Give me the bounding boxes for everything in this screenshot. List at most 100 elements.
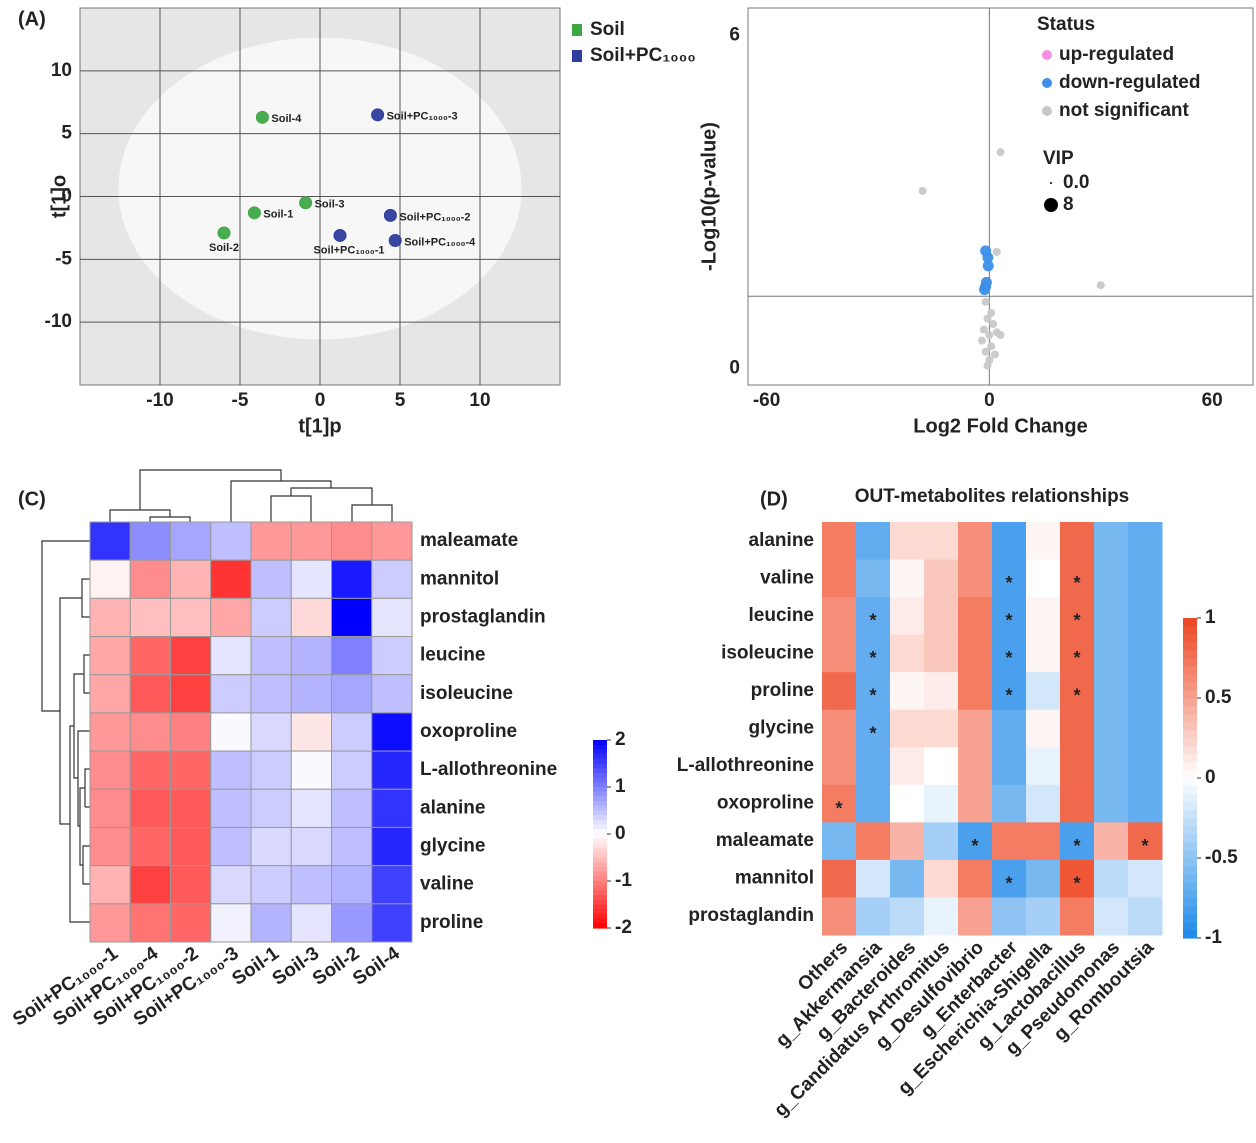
- row-label: mannitol: [420, 568, 499, 589]
- colorbar-segment: [593, 758, 607, 765]
- heatmap-cell: [129, 559, 171, 599]
- heatmap-cell: [89, 521, 131, 561]
- point: [981, 347, 990, 356]
- row-label: glycine: [420, 836, 485, 857]
- heatmap-cell: [1026, 784, 1061, 823]
- heatmap-cell: [992, 634, 1027, 673]
- point-label: Soil+PC₁₀₀₀-3: [387, 111, 458, 123]
- heatmap-cell: [250, 826, 292, 867]
- heatmap-cell: [992, 897, 1027, 936]
- point: [333, 228, 347, 242]
- colorbar-segment: [593, 838, 607, 844]
- heatmap-cell: [890, 859, 925, 898]
- x-tick-label: 0: [315, 390, 326, 411]
- heatmap-cell: [290, 674, 332, 714]
- heatmap-cell: [1026, 597, 1061, 636]
- heatmap-cell: [129, 826, 171, 867]
- heatmap-cell: [1128, 597, 1163, 636]
- heatmap-cell: [290, 788, 332, 828]
- colorbar-segment: [1183, 658, 1197, 667]
- x-axis-label: t[1]p: [298, 415, 341, 437]
- size-legend-title: VIP: [1043, 148, 1074, 169]
- colorbar-segment: [593, 744, 607, 750]
- heatmap-cell: [1128, 634, 1163, 673]
- significance-mark: *: [869, 686, 876, 706]
- legend-swatch: [1042, 106, 1052, 116]
- colorbar-segment: [1183, 674, 1197, 683]
- significance-mark: *: [1073, 648, 1080, 668]
- colorbar-segment: [593, 801, 607, 807]
- heatmap-cell: [1128, 709, 1163, 748]
- heatmap-cell: [1094, 559, 1129, 598]
- colorbar-segment: [593, 904, 607, 910]
- colorbar-segment: [1183, 874, 1197, 883]
- heatmap-cell: [924, 784, 959, 823]
- y-tick-label: 0: [729, 357, 740, 378]
- heatmap-cell: [958, 522, 993, 561]
- y-tick-label: -10: [45, 311, 72, 332]
- heatmap-cell: [1026, 822, 1061, 861]
- colorbar-segment: [593, 829, 607, 835]
- heatmap-cell: [1128, 522, 1163, 561]
- heatmap-cell: [856, 634, 891, 673]
- heatmap-cell: [822, 822, 857, 861]
- size-legend-mark: [1044, 198, 1058, 212]
- size-legend-label: 8: [1063, 194, 1074, 215]
- heatmap-cell: [890, 672, 925, 711]
- heatmap-cell: [822, 747, 857, 786]
- colorbar-segment: [1183, 794, 1197, 803]
- point: [989, 320, 998, 329]
- colorbar-segment: [1183, 770, 1197, 779]
- point: [985, 331, 994, 340]
- significance-mark: *: [1005, 648, 1012, 668]
- colorbar-segment: [593, 852, 607, 859]
- row-label: isoleucine: [420, 683, 513, 704]
- heatmap-cell: [1094, 672, 1129, 711]
- point: [1096, 281, 1105, 290]
- heatmap-cell: [89, 597, 131, 638]
- colorbar-segment: [593, 843, 607, 849]
- point: [255, 110, 269, 124]
- point: [990, 350, 999, 359]
- row-label: isoleucine: [721, 642, 814, 663]
- colorbar-segment: [1183, 850, 1197, 859]
- heatmap-cell: [331, 674, 373, 714]
- heatmap-cell: [1026, 859, 1061, 898]
- x-tick-label: -10: [146, 390, 173, 411]
- heatmap-cell: [924, 822, 959, 861]
- row-label: leucine: [749, 605, 814, 626]
- point-label: Soil+PC₁₀₀₀-2: [399, 211, 470, 223]
- colorbar-segment: [1183, 682, 1197, 691]
- colorbar-tick-label: 0.5: [1205, 687, 1232, 708]
- point: [918, 186, 927, 195]
- heatmap-cell: [1026, 897, 1061, 936]
- row-label: maleamate: [420, 530, 518, 551]
- heatmap-cell: [371, 788, 413, 828]
- colorbar-segment: [593, 763, 607, 769]
- heatmap-cell: [170, 712, 212, 752]
- heatmap-cell: [1094, 522, 1129, 561]
- heatmap-cell: [924, 634, 959, 673]
- heatmap-cell: [290, 826, 332, 867]
- heatmap-cell: [958, 897, 993, 936]
- heatmap-cell: [129, 597, 171, 638]
- colorbar-tick-label: -1: [1205, 927, 1222, 948]
- heatmap-cell: [290, 712, 332, 752]
- heatmap-cell: [890, 897, 925, 936]
- y-tick-label: 10: [51, 60, 72, 81]
- heatmap-cell: [210, 865, 252, 905]
- colorbar-segment: [593, 782, 607, 788]
- colorbar-segment: [1183, 762, 1197, 771]
- colorbar-segment: [1183, 722, 1197, 731]
- colorbar-segment: [1183, 730, 1197, 739]
- heatmap-cell: [331, 712, 373, 752]
- heatmap-cell: [992, 559, 1027, 598]
- heatmap-cell: [371, 521, 413, 561]
- heatmap-cell: [1060, 522, 1095, 561]
- significance-mark: *: [1005, 686, 1012, 706]
- heatmap-cell: [170, 521, 212, 561]
- heatmap-cell: [129, 903, 171, 943]
- heatmap-cell: [1128, 822, 1163, 861]
- significance-mark: *: [1005, 573, 1012, 593]
- heatmap-cell: [331, 597, 373, 638]
